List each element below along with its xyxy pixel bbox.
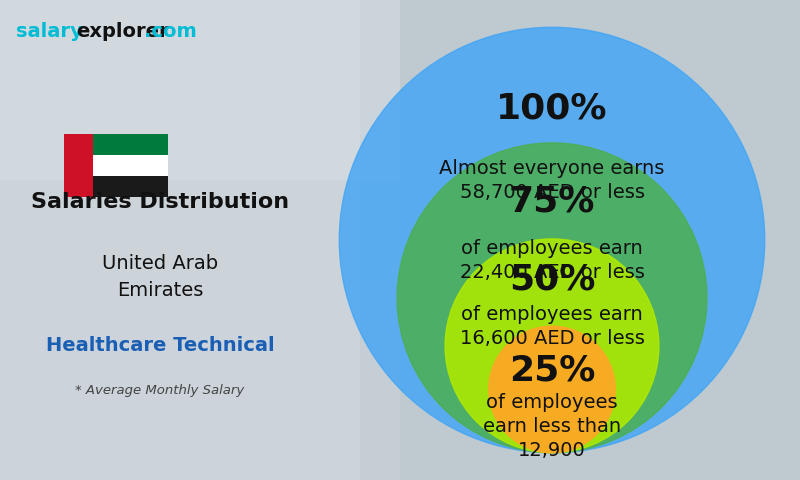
Text: Healthcare Technical: Healthcare Technical — [46, 336, 274, 355]
Text: 75%: 75% — [509, 185, 595, 219]
Text: salary: salary — [16, 22, 82, 41]
Text: United Arab
Emirates: United Arab Emirates — [102, 254, 218, 300]
Circle shape — [445, 239, 659, 453]
Text: * Average Monthly Salary: * Average Monthly Salary — [75, 384, 245, 397]
Bar — [93, 134, 168, 155]
Text: 50%: 50% — [509, 263, 595, 297]
Text: explorer: explorer — [76, 22, 169, 41]
Text: Almost everyone earns
58,700 AED or less: Almost everyone earns 58,700 AED or less — [439, 159, 665, 203]
Circle shape — [339, 27, 765, 453]
Bar — [64, 134, 93, 197]
Text: of employees earn
16,600 AED or less: of employees earn 16,600 AED or less — [459, 305, 645, 348]
Circle shape — [489, 326, 615, 453]
Text: of employees
earn less than
12,900: of employees earn less than 12,900 — [483, 393, 621, 460]
Text: Salaries Distribution: Salaries Distribution — [31, 192, 289, 212]
Text: 25%: 25% — [509, 353, 595, 387]
Bar — [400, 0, 800, 480]
Text: of employees earn
22,400 AED or less: of employees earn 22,400 AED or less — [459, 239, 645, 282]
Circle shape — [397, 143, 707, 453]
Bar — [0, 0, 360, 480]
Bar — [0, 280, 400, 480]
Text: 100%: 100% — [496, 91, 608, 125]
Bar — [93, 176, 168, 197]
Bar — [0, 0, 400, 180]
Text: .com: .com — [144, 22, 197, 41]
Bar — [93, 155, 168, 176]
